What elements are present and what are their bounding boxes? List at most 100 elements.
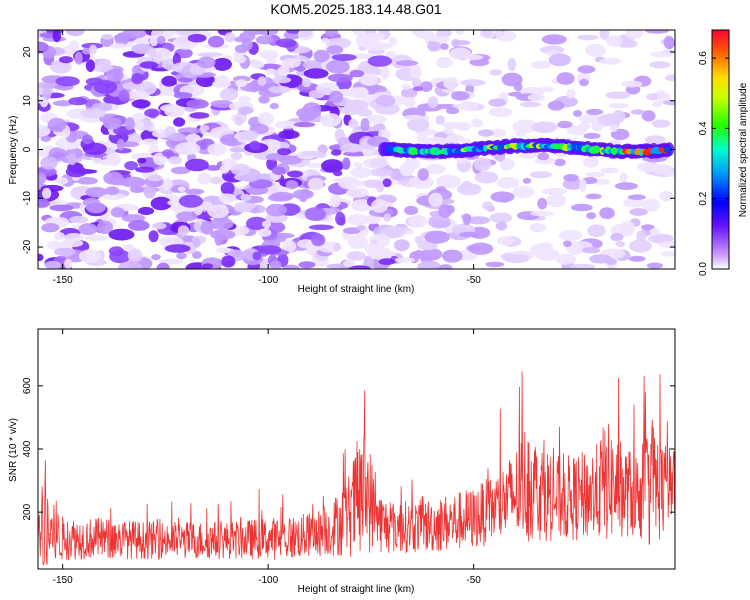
spectrogram-cell (326, 59, 350, 74)
spectrogram-cell (370, 246, 390, 259)
spectrogram-cell (110, 207, 125, 218)
spectrogram-cell (55, 76, 80, 87)
spectrogram-cell (367, 55, 392, 67)
spectrogram-cell (605, 258, 617, 266)
spectrogram-cell (490, 128, 506, 138)
spectrogram-cell (343, 259, 355, 268)
spectrogram-cell (548, 53, 571, 67)
spectrogram-cell (496, 177, 520, 189)
spectrogram-cell (55, 177, 69, 185)
spectrogram-cell (362, 157, 389, 169)
spectrogram-cell (582, 156, 599, 168)
spectrogram-cell (157, 35, 166, 45)
spectrogram-cell (229, 147, 246, 153)
spectrogram-cell (96, 220, 113, 235)
spectrogram-cell (178, 194, 204, 208)
spectrogram-cell (404, 205, 419, 215)
spectrogram-cell (576, 34, 599, 41)
spectrogram-cell (382, 178, 392, 188)
spectrogram-cell (488, 98, 507, 107)
spectrogram-cell (356, 225, 366, 231)
spectrogram-cell (615, 241, 626, 247)
spectrogram-cell (622, 198, 646, 208)
spectrogram-cell (648, 233, 674, 244)
spectrogram-cell (455, 30, 465, 36)
spectrogram-cell (270, 191, 295, 201)
spectrogram-cell (53, 232, 65, 241)
spectrogram-cell (189, 112, 210, 119)
spectrogram-cell (185, 188, 205, 195)
spectrogram-cell (301, 150, 324, 157)
spectrogram-cell (609, 124, 618, 132)
spectrogram-cell (599, 57, 622, 65)
spectrogram-cell (399, 162, 415, 177)
spectrogram-cell (326, 45, 344, 55)
spectrogram-cell (209, 217, 234, 230)
spectrogram-cell (428, 36, 450, 43)
spectrogram-x-tick-label: -50 (466, 275, 481, 286)
spectrogram-cell (103, 117, 122, 130)
spectrogram-cell (131, 72, 144, 85)
spectrogram-cell (116, 138, 126, 151)
spectrogram-cell (84, 234, 109, 242)
spectrogram-cell (74, 51, 83, 65)
spectrogram-cell (427, 96, 439, 109)
spectrogram-cell (125, 90, 150, 100)
spectrogram-cell (131, 99, 151, 109)
spectrogram-cell (184, 158, 209, 172)
spectrogram-cell (503, 254, 530, 264)
spectrogram-cell (466, 244, 481, 252)
spectrogram-cell (258, 95, 270, 104)
spectrogram-cell (522, 177, 532, 184)
spectrogram-cell (65, 30, 85, 37)
spectrogram-cell (385, 50, 397, 59)
spectrogram-cell (299, 113, 315, 122)
spectrogram-cell (230, 152, 243, 160)
spectrogram-cell (650, 51, 673, 58)
spectrogram-cell (265, 203, 287, 217)
spectrogram-cell (629, 239, 652, 253)
spectrogram-y-tick-label: 0 (22, 146, 33, 152)
spectrogram-cell (347, 217, 359, 224)
spectrogram-cell (282, 239, 297, 253)
spectrogram-cell (144, 108, 160, 118)
spectrogram-cell (599, 207, 615, 220)
spectrogram-cell (649, 61, 671, 69)
spectrogram-x-tick-label: -150 (53, 275, 73, 286)
spectrogram-cell (566, 88, 576, 99)
spectrogram-cell (573, 110, 582, 117)
spectrogram-cell (132, 112, 147, 122)
spectrogram-cell (556, 72, 575, 85)
spectrogram-cell (625, 30, 644, 39)
spectrogram-cell (137, 157, 147, 164)
spectrogram-cell (440, 43, 449, 50)
spectrogram-cell (82, 134, 93, 145)
spectrogram-cell (78, 223, 98, 236)
spectrogram-cell (282, 264, 300, 269)
spectrogram-cell (238, 96, 252, 104)
spectrogram-cell (170, 166, 191, 175)
spectrogram-cell (578, 122, 591, 131)
spectrogram-cell (351, 53, 376, 60)
spectrogram-cell (249, 80, 259, 93)
spectrogram-cell (103, 171, 124, 185)
spectrogram-cell (303, 68, 329, 79)
spectrogram-cell (512, 119, 539, 133)
spectrogram-cell (425, 163, 446, 174)
spectrogram-cell (230, 163, 251, 176)
spectrogram-cell (442, 198, 455, 204)
spectrogram-cell (591, 121, 604, 132)
spectrogram-cell (238, 106, 254, 115)
spectrogram-cell (168, 156, 182, 165)
spectrogram-cell (80, 108, 106, 119)
spectrogram-cell (143, 185, 156, 199)
spectrogram-cell (388, 36, 398, 46)
spectrogram-cell (413, 249, 425, 259)
spectrogram-cell (176, 211, 198, 222)
spectrogram-cell (537, 197, 548, 210)
spectrogram-cell (197, 56, 216, 69)
spectrogram-cell (210, 229, 236, 240)
spectrogram-cell (214, 232, 223, 246)
spectrogram-cell (371, 43, 393, 49)
